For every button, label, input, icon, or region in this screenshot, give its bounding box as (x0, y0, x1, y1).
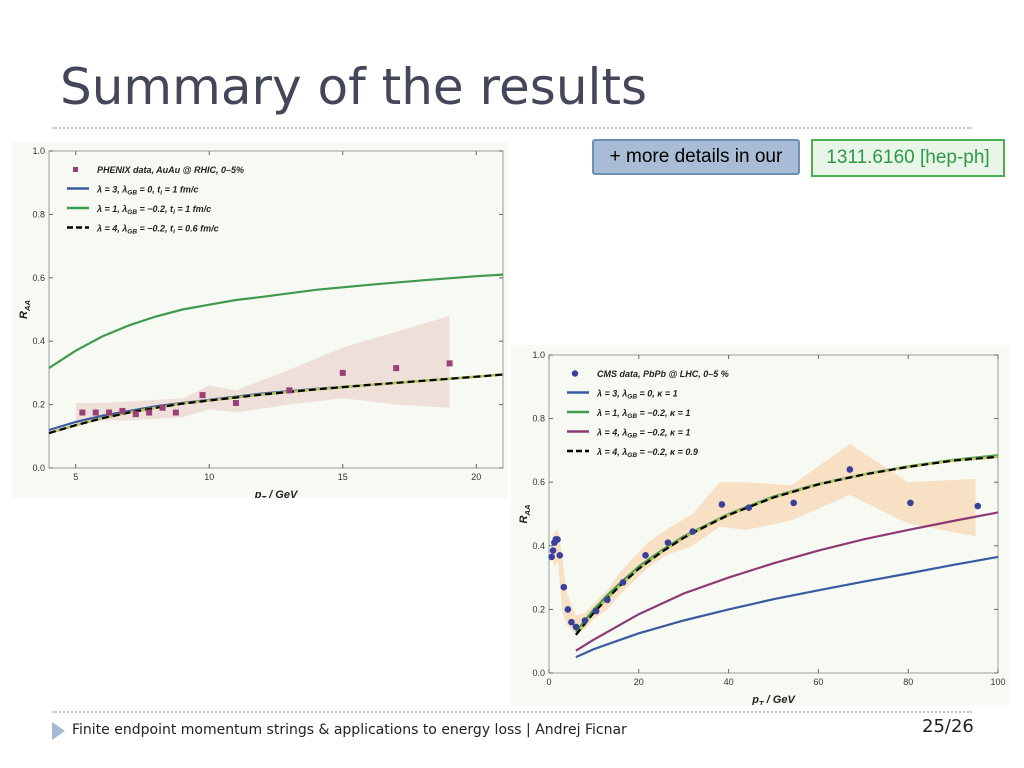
data-point (564, 606, 572, 613)
legend-label-series: λ = 3, λGB = 0, κ = 1 (596, 389, 678, 401)
x-tick-label: 20 (471, 472, 481, 482)
legend-label-points: CMS data, PbPb @ LHC, 0–5 % (597, 369, 729, 379)
footer-text: Finite endpoint momentum strings & appli… (72, 722, 627, 738)
data-point (745, 504, 753, 511)
footer-divider (52, 711, 972, 713)
uncertainty-band (75, 315, 450, 421)
data-point (718, 501, 726, 508)
data-point (664, 539, 672, 546)
data-point (119, 407, 126, 414)
arxiv-link[interactable]: 1311.6160 [hep-ph] (811, 139, 1005, 177)
title-divider (52, 127, 972, 129)
legend-label-points: PHENIX data, AuAu @ RHIC, 0–5% (97, 165, 244, 175)
data-point (393, 365, 400, 372)
slide-title: Summary of the results (60, 58, 648, 116)
y-tick-label: 0.4 (32, 336, 45, 346)
legend-marker (73, 167, 78, 172)
data-point (548, 553, 555, 561)
data-point (146, 409, 153, 416)
data-point (619, 579, 627, 586)
x-tick-label: 20 (634, 677, 644, 687)
uncertainty-band (553, 444, 976, 635)
x-tick-label: 100 (990, 677, 1005, 687)
legend-label-series: λ = 3, λGB = 0, ti = 1 fm/c (96, 185, 198, 197)
data-point (846, 466, 854, 473)
data-point (592, 607, 600, 615)
y-tick-label: 0.8 (32, 209, 45, 219)
y-tick-label: 0.2 (32, 400, 45, 410)
rhic-chart-svg: 5 10 15 20 0.0 0.2 0.4 0.6 0.8 1.0 pT / GeV RAA PHEN… (18, 146, 504, 503)
x-tick-label: 40 (724, 677, 734, 687)
y-axis-label: RAA (518, 504, 532, 523)
data-point (560, 583, 568, 591)
data-point (604, 596, 611, 604)
data-point (286, 387, 293, 394)
data-point (232, 400, 239, 407)
legend-label-series: λ = 4, λGB = −0.2, κ = 0.9 (596, 447, 698, 459)
y-tick-label: 0.4 (532, 541, 545, 551)
y-tick-label: 0.6 (32, 273, 45, 283)
legend-label-series: λ = 4, λGB = −0.2, ti = 0.6 fm/c (96, 224, 219, 236)
y-axis-label: RAA (18, 300, 32, 319)
data-point (159, 404, 166, 411)
legend-label-series: λ = 1, λGB = −0.2, ti = 1 fm/c (96, 204, 211, 216)
y-tick-label: 0.6 (532, 477, 545, 487)
legend-marker (571, 370, 579, 377)
series-line-2 (575, 511, 999, 652)
lhc-chart: 0 20 40 60 80 100 0.0 0.2 0.4 0.6 0.8 1.0 pT / GeV RA… (511, 345, 1009, 708)
data-point (339, 369, 346, 376)
y-tick-label: 0.0 (532, 668, 545, 678)
x-tick-label: 15 (338, 472, 348, 482)
data-point (199, 392, 206, 399)
x-tick-label: 60 (813, 677, 823, 687)
data-point (572, 623, 580, 631)
x-tick-label: 10 (204, 472, 214, 482)
data-point (554, 536, 561, 543)
rhic-chart: 5 10 15 20 0.0 0.2 0.4 0.6 0.8 1.0 pT / GeV RAA PHEN… (12, 142, 508, 503)
y-tick-label: 0.2 (532, 604, 545, 614)
series-line-1 (48, 273, 504, 370)
x-axis-label: pT / GeV (751, 694, 796, 705)
y-tick-label: 0.8 (532, 414, 545, 424)
plot-frame (48, 150, 504, 469)
data-point (106, 409, 113, 416)
plot-frame (548, 354, 999, 674)
data-point (581, 617, 589, 624)
data-point (556, 552, 564, 559)
data-point (568, 618, 575, 626)
data-point (79, 409, 86, 416)
y-tick-label: 1.0 (32, 146, 45, 156)
data-point (132, 411, 139, 418)
data-point (689, 528, 696, 535)
data-point (642, 552, 649, 559)
y-tick-label: 0.0 (32, 463, 45, 473)
data-point (907, 499, 914, 507)
footer-arrow-icon (52, 722, 65, 740)
data-point (974, 502, 982, 510)
page-number: 25/26 (922, 716, 974, 737)
legend-label-series: λ = 1, λGB = −0.2, κ = 1 (596, 408, 690, 420)
y-tick-label: 1.0 (532, 350, 545, 360)
x-axis-label: pT / GeV (254, 489, 299, 498)
data-point (790, 499, 798, 507)
x-tick-label: 0 (546, 677, 551, 687)
data-point (92, 409, 99, 416)
x-tick-label: 80 (903, 677, 913, 687)
lhc-chart-svg: 0 20 40 60 80 100 0.0 0.2 0.4 0.6 0.8 1.0 pT / GeV RA… (518, 350, 1006, 708)
x-tick-label: 5 (73, 472, 78, 482)
series-line-0 (575, 555, 999, 659)
data-point (549, 547, 557, 554)
series-line-2 (48, 373, 504, 435)
details-button[interactable]: + more details in our (592, 139, 800, 175)
data-point (446, 360, 453, 367)
legend-label-series: λ = 4, λGB = −0.2, κ = 1 (596, 428, 690, 440)
data-point (172, 409, 179, 416)
